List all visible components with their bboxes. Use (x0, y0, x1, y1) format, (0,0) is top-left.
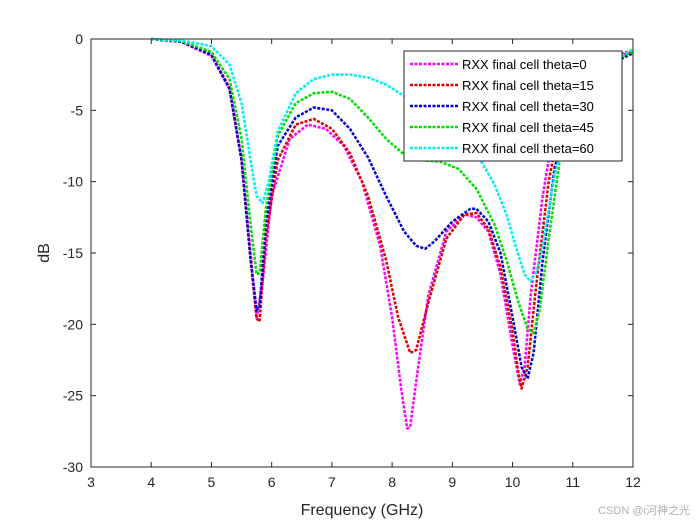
legend-entry: RXX final cell theta=45 (462, 120, 594, 135)
x-tick-label: 9 (448, 474, 456, 490)
series-line-4 (151, 37, 634, 283)
x-axis: 3 4 5 6 7 8 9 10 11 12 (87, 39, 641, 490)
y-tick-label: -20 (63, 316, 83, 332)
legend-entry: RXX final cell theta=15 (462, 78, 594, 93)
series-line-1 (151, 37, 634, 390)
y-tick-label: -30 (63, 459, 83, 475)
x-tick-label: 11 (566, 474, 581, 490)
series-line-2 (151, 37, 634, 380)
x-tick-label: 8 (388, 474, 396, 490)
legend: RXX final cell theta=0 RXX final cell the… (403, 50, 623, 162)
watermark: CSDN @i河神之光 (598, 503, 690, 517)
y-tick-label: -25 (63, 388, 83, 404)
y-tick-label: -15 (63, 245, 83, 261)
y-axis: 0 -5 -10 -15 -20 -25 -30 (63, 31, 633, 475)
x-tick-label: 3 (87, 474, 95, 490)
series-line-0 (151, 37, 634, 430)
y-tick-label: 0 (75, 31, 83, 47)
legend-entry: RXX final cell theta=0 (462, 57, 587, 72)
x-tick-label: 5 (208, 474, 216, 490)
legend-entry: RXX final cell theta=60 (462, 141, 594, 156)
legend-entry: RXX final cell theta=30 (462, 99, 594, 114)
y-tick-label: -5 (71, 102, 84, 118)
x-tick-label: 6 (268, 474, 276, 490)
legend-box (403, 50, 623, 162)
x-tick-label: 12 (625, 474, 641, 490)
y-tick-label: -10 (63, 174, 83, 190)
x-tick-label: 4 (147, 474, 155, 490)
x-axis-label: Frequency (GHz) (301, 502, 424, 519)
series-line-3 (151, 37, 634, 335)
x-tick-label: 7 (328, 474, 336, 490)
y-axis-label: dB (36, 243, 53, 263)
series-group (151, 37, 634, 430)
x-tick-label: 10 (505, 474, 521, 490)
